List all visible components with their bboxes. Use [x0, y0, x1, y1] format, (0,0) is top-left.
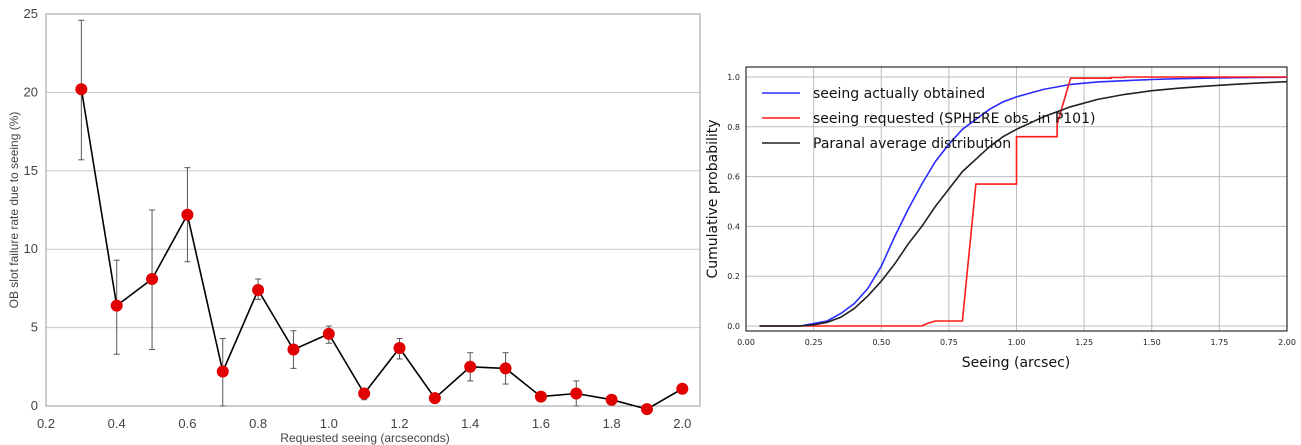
right-x-tick-label: 1.50: [1143, 338, 1161, 347]
right-y-tick-label: 0.4: [727, 222, 740, 231]
right-x-axis-label: Seeing (arcsec): [962, 355, 1070, 371]
right-x-tick-label: 0.75: [940, 338, 958, 347]
legend-label-requested: seeing requested (SPHERE obs. in P101): [813, 111, 1095, 127]
left-x-tick-label: 1.0: [320, 416, 338, 431]
left-x-tick-label: 2.0: [673, 416, 691, 431]
left-series-line: [80, 89, 683, 410]
data-point: [499, 362, 512, 375]
series-line-0: [759, 76, 1288, 327]
right-y-tick-label: 0.2: [727, 272, 740, 281]
left-y-tick-label: 25: [24, 6, 38, 21]
data-point: [570, 387, 583, 400]
right-plot-frame: [745, 66, 1288, 332]
data-point: [676, 382, 689, 395]
legend-label-obtained: seeing actually obtained: [813, 86, 985, 102]
data-point: [75, 83, 88, 96]
left-x-tick-label: 1.4: [461, 416, 479, 431]
left-y-axis-label: OB slot failure rate due to seeing (%): [7, 112, 21, 309]
right-x-tick-label: 1.75: [1210, 338, 1228, 347]
right-x-tick-label: 0.00: [737, 338, 755, 347]
right-y-axis-label: Cumulative probability: [705, 119, 721, 278]
legend-label-paranal: Paranal average distribution: [813, 136, 1011, 152]
data-point: [287, 343, 300, 356]
left-x-tick-label: 0.6: [178, 416, 196, 431]
right-y-tick-label: 0.8: [727, 123, 740, 132]
left-plot-frame: [45, 13, 701, 407]
data-point: [252, 283, 265, 296]
failure-rate-chart: 0 5 10 15 20 25 0.2 0.4 0.6 0.8 1.0 1.2 1.4 1.6 1.8 2.…: [7, 6, 701, 445]
left-y-tick-label: 5: [31, 320, 38, 335]
left-x-axis-label: Requested seeing (arcseconds): [280, 431, 449, 445]
data-point: [534, 390, 547, 403]
left-gridlines: [46, 91, 700, 329]
data-point: [428, 392, 441, 405]
data-point: [393, 341, 406, 354]
data-point: [146, 272, 159, 285]
right-y-tick-label: 1.0: [727, 73, 740, 82]
data-point: [358, 387, 371, 400]
right-x-tick-label: 0.25: [805, 338, 823, 347]
right-y-tick-label: 0.6: [727, 173, 740, 182]
right-gridlines: [745, 67, 1288, 331]
right-y-tick-labels: 0.0 0.2 0.4 0.6 0.8 1.0: [727, 73, 740, 331]
legend: seeing actually obtained seeing requeste…: [762, 86, 1095, 152]
left-y-tick-label: 0: [31, 398, 38, 413]
data-point: [640, 403, 653, 416]
right-x-tick-label: 1.00: [1008, 338, 1026, 347]
data-point: [181, 208, 194, 221]
data-point: [216, 365, 229, 378]
right-x-tick-label: 2.00: [1278, 338, 1296, 347]
left-y-tick-labels: 0 5 10 15 20 25: [24, 6, 38, 413]
left-error-bars: [78, 19, 686, 412]
cumulative-seeing-chart: 0.0 0.2 0.4 0.6 0.8 1.0 0.00 0.25 0.50 0.75 1.00 1…: [705, 66, 1296, 371]
left-points: [75, 83, 689, 416]
right-x-tick-label: 0.50: [872, 338, 890, 347]
left-y-tick-label: 10: [24, 241, 38, 256]
data-point: [110, 299, 123, 312]
data-point: [605, 393, 618, 406]
right-x-tick-labels: 0.00 0.25 0.50 0.75 1.00 1.25 1.50 1.75 2.00: [737, 338, 1296, 347]
right-series-lines: [759, 76, 1288, 327]
left-x-tick-label: 1.6: [532, 416, 550, 431]
right-x-tick-label: 1.25: [1075, 338, 1093, 347]
data-point: [464, 360, 477, 373]
left-x-tick-label: 1.2: [390, 416, 408, 431]
left-x-tick-label: 0.8: [249, 416, 267, 431]
left-y-tick-label: 15: [24, 163, 38, 178]
right-y-tick-label: 0.0: [727, 322, 740, 331]
series-line-1: [759, 76, 1287, 327]
left-x-tick-label: 0.4: [108, 416, 126, 431]
left-x-tick-label: 1.8: [603, 416, 621, 431]
series-line-2: [759, 80, 1288, 327]
left-x-tick-label: 0.2: [37, 416, 55, 431]
left-y-tick-label: 20: [24, 84, 38, 99]
left-x-tick-labels: 0.2 0.4 0.6 0.8 1.0 1.2 1.4 1.6 1.8 2.0: [37, 416, 691, 431]
data-point: [322, 327, 335, 340]
